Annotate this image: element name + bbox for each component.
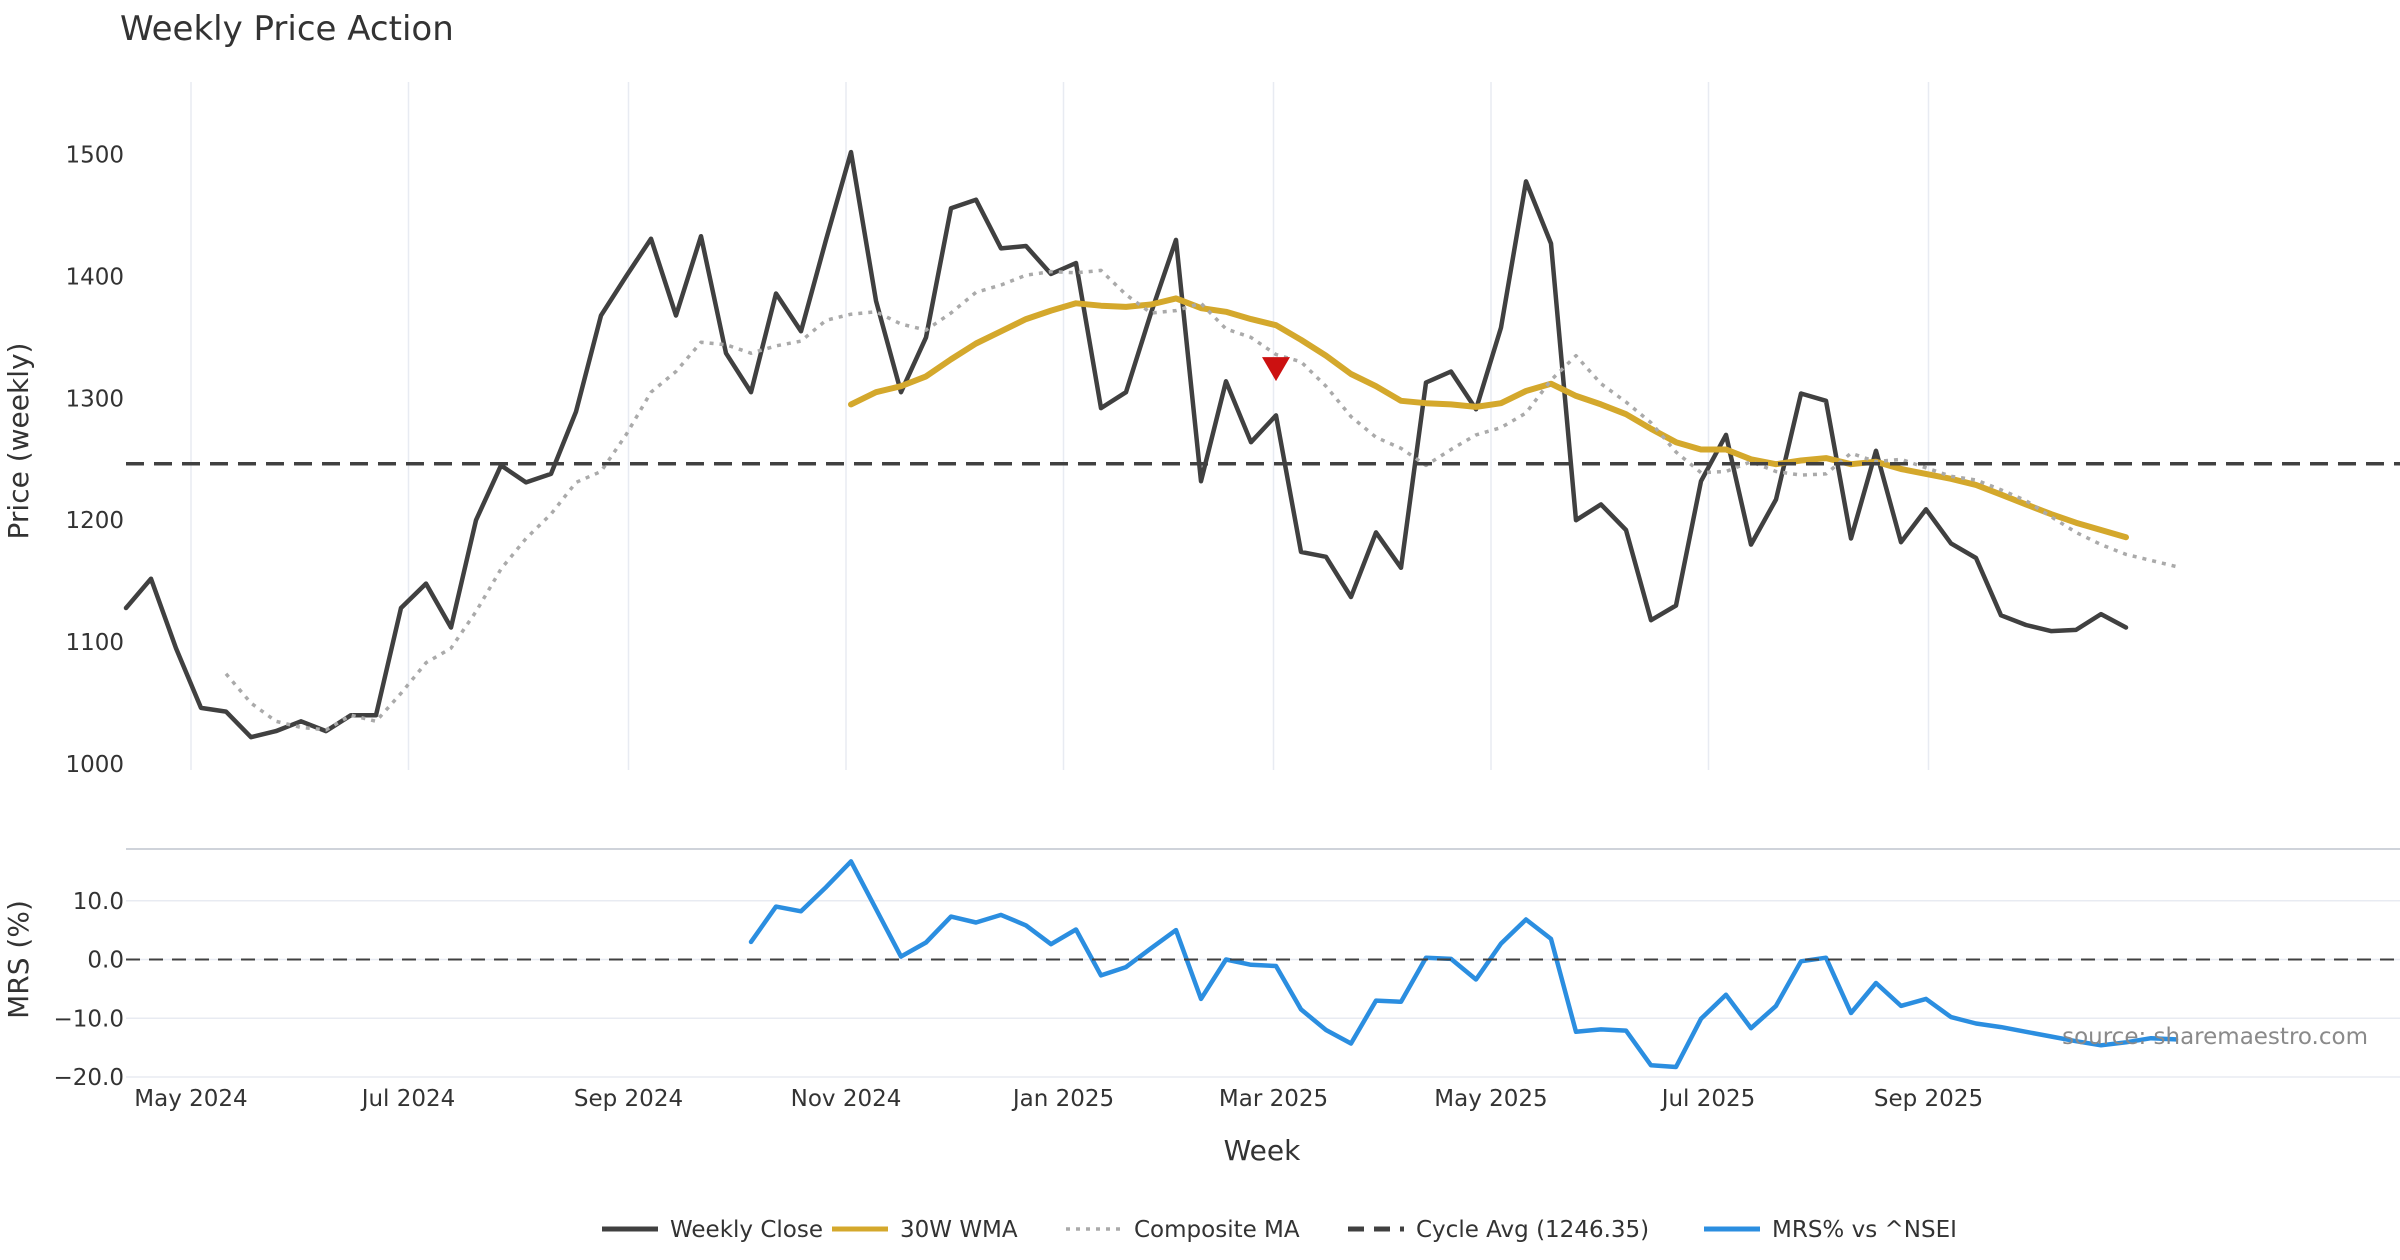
- x-axis-title: Week: [1224, 1134, 1301, 1167]
- y-tick-label-mrs: −20.0: [54, 1065, 124, 1091]
- y-axis-title-mrs: MRS (%): [2, 900, 35, 1019]
- x-tick-label: May 2025: [1434, 1086, 1547, 1112]
- y-tick-label-mrs: 10.0: [73, 889, 124, 915]
- series-line-weekly-close: [123, 149, 2129, 740]
- y-tick-label-mrs: 0.0: [87, 948, 124, 974]
- x-tick-label: Jul 2025: [1660, 1086, 1756, 1112]
- y-tick-label-price: 1000: [65, 752, 124, 778]
- x-tick-label: May 2024: [134, 1086, 247, 1112]
- legend-label-3: Cycle Avg (1246.35): [1416, 1217, 1649, 1243]
- y-axis-title-price: Price (weekly): [2, 343, 35, 540]
- source-note: source: sharemaestro.com: [2062, 1024, 2368, 1050]
- legend-label-1: 30W WMA: [900, 1217, 1018, 1243]
- y-tick-label-price: 1300: [65, 386, 124, 412]
- legend: Weekly Close 30W WMA Composite MA Cycle Avg…: [602, 1217, 1957, 1243]
- x-tick-label: Sep 2025: [1874, 1086, 1983, 1112]
- x-tick-label: Jul 2024: [360, 1086, 456, 1112]
- series-line-30w-wma: [848, 295, 2129, 541]
- x-tick-label: Sep 2024: [574, 1086, 683, 1112]
- series-line-composite-ma: [224, 268, 2177, 732]
- legend-label-2: Composite MA: [1134, 1217, 1300, 1243]
- price-panel: 1000 1100 1200 1300 1400 1500 Price (weekly): [2, 82, 2400, 778]
- legend-label-4: MRS% vs ^NSEI: [1772, 1217, 1957, 1243]
- y-tick-label-mrs: −10.0: [54, 1006, 124, 1032]
- y-tick-label-price: 1400: [65, 264, 124, 290]
- legend-label-0: Weekly Close: [670, 1217, 823, 1243]
- x-tick-label: Jan 2025: [1011, 1086, 1114, 1112]
- sell-signal-marker-0: [1262, 357, 1290, 382]
- x-axis: May 2024 Jul 2024 Sep 2024 Nov 2024 Jan 2025…: [134, 1086, 1983, 1112]
- y-tick-label-price: 1200: [65, 508, 124, 534]
- y-tick-label-price: 1100: [65, 630, 124, 656]
- chart-title: Weekly Price Action: [120, 9, 454, 49]
- x-tick-label: Mar 2025: [1219, 1086, 1328, 1112]
- y-tick-label-price: 1500: [65, 143, 124, 169]
- mrs-panel: −20.0 −10.0 0.0 10.0 MRS (%): [2, 848, 2400, 1091]
- series-line-mrs-vs-nsei: [748, 859, 2179, 1070]
- x-tick-label: Nov 2024: [791, 1086, 902, 1112]
